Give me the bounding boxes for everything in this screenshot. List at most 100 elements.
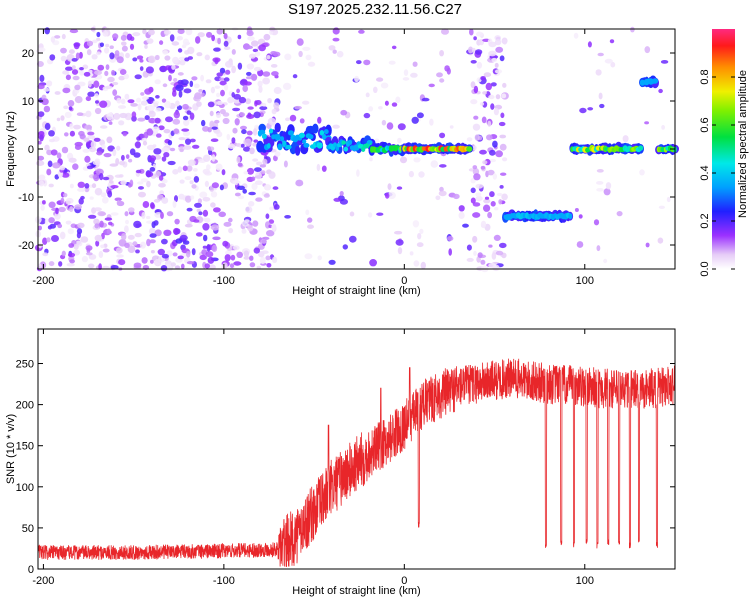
spectrogram-noise-point [292,74,298,79]
colorbar-gradient [712,29,735,269]
spectrogram-noise-point [88,263,95,269]
spectrogram-noise-point [252,220,259,227]
spectrogram-noise-point [573,32,579,39]
spectrogram-noise-point [48,261,55,267]
spectrogram-noise-point [142,29,147,35]
spectrogram-noise-point [38,180,45,187]
spectrogram-noise-point [149,155,157,162]
spectrogram-noise-point [658,88,663,94]
spectrogram-noise-point [105,43,110,48]
spectrogram-noise-point [102,176,110,181]
spectrogram-noise-point [267,98,272,104]
spectrogram-noise-point [147,29,155,36]
spectrogram-noise-point [137,117,146,122]
spectrogram-noise-point [488,50,497,57]
spectrogram-noise-point [475,195,483,202]
spectrogram-noise-point [171,41,180,46]
spectrogram-noise-point [490,103,495,110]
spectrogram-noise-point [273,102,280,109]
spectrogram-noise-point [54,35,61,39]
spectrogram-noise-point [298,50,303,58]
spectrogram-noise-point [483,72,492,78]
spectrogram-noise-point [195,36,201,44]
spectrogram-noise-point [369,157,373,162]
spectrogram-noise-point [499,242,507,249]
spectrogram-noise-point [94,93,99,98]
spectrogram-noise-point [124,93,130,100]
spectrogram-noise-point [118,120,125,126]
spectrogram-noise-point [93,218,100,225]
spectrogram-noise-point [598,92,603,100]
spectrogram-noise-point [363,112,371,119]
spectrogram-noise-point [207,101,215,108]
snr-plot: -200 -100 0 100 0 50 100 150 200 250 Height of s… [5,328,676,597]
spectrogram-noise-point [159,190,165,196]
spectrogram-noise-point [37,84,45,90]
snr-y-tick-label: 200 [16,400,34,412]
spectrogram-noise-point [199,254,207,261]
spectrogram-noise-point [481,116,487,124]
spectrogram-noise-point [56,117,61,122]
spectrogram-noise-point [240,143,245,148]
spectrogram-noise-point [498,121,506,127]
spectrogram-noise-point [234,177,239,186]
spectrogram-noise-point [137,181,144,185]
spectrogram-noise-point [210,224,220,231]
spectrogram-noise-point [119,112,128,119]
spectrogram-noise-point [62,193,68,198]
spectrogram-noise-point [59,166,65,171]
spectrogram-noise-point [645,242,650,248]
spectrogram-noise-point [172,169,179,175]
spectrogram-noise-point [125,52,130,59]
spectrogram-noise-point [252,142,257,147]
spectrogram-noise-point [479,149,487,155]
spectrogram-noise-point [495,250,504,256]
spectrogram-noise-point [501,93,507,99]
spectrogram-noise-point [622,135,629,143]
spectrogram-noise-point [48,130,55,137]
spectrogram-noise-point [387,191,396,200]
spectrogram-noise-point [85,245,93,251]
spectrogram-noise-point [87,134,95,140]
spectrogram-noise-point [241,228,247,234]
spectrogram-track-layer [256,75,679,224]
spectrogram-noise-point [321,165,327,172]
spectrogram-noise-point [429,118,434,126]
spectrogram-noise-point [397,123,406,131]
spectrogram-noise-point [243,256,250,260]
spectrogram-noise-point [231,65,237,74]
spectrogram-noise-point [284,215,291,219]
spectrogram-noise-point [155,95,160,99]
spectrogram-noise-point [221,169,226,176]
spectrogram-track-point [322,133,327,140]
spectrogram-noise-point [252,158,259,162]
spectrogram-noise-point [216,100,224,106]
spectrogram-noise-point [182,115,189,121]
spectrogram-noise-point [502,38,507,45]
spectrogram-noise-point [148,227,156,235]
spectrogram-noise-point [190,195,195,200]
spectrogram-noise-point [87,131,95,136]
spectrogram-noise-point [216,28,224,35]
spectrogram-noise-point [644,46,651,54]
spectrogram-noise-point [93,80,100,88]
spectrogram-noise-point [114,197,122,202]
spectrogram-noise-point [161,253,169,259]
spectrogram-noise-point [266,263,272,268]
spectrogram-noise-point [100,244,105,249]
spectrogram-noise-point [466,257,474,262]
snr-x-tick-label: 0 [401,575,407,587]
spectrogram-noise-point [201,119,206,127]
spectrogram-noise-point [307,217,313,223]
spectrogram-noise-point [248,191,256,196]
spectrogram-noise-point [88,254,97,260]
spectrogram-noise-point [356,169,360,177]
spectrogram-noise-point [98,263,102,270]
spectrogram-noise-point [273,155,278,162]
spectrogram-noise-point [134,141,141,149]
spectrogram-noise-point [96,51,101,56]
spectrogram-noise-point [492,173,497,180]
spectrogram-noise-point [125,219,129,225]
spectrogram-noise-point [111,69,116,76]
spectrogram-noise-point [93,137,101,142]
